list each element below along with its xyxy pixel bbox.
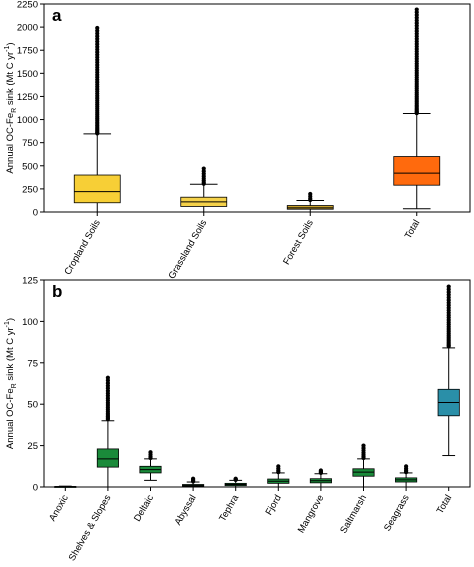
box-total: Total: [393, 7, 441, 241]
x-category-label: Cropland Soils: [62, 218, 103, 277]
iqr-box: [393, 156, 441, 186]
plot-frame: [43, 279, 471, 488]
x-category-label: Deltaic: [132, 493, 156, 524]
x-category-label: Tephra: [217, 492, 241, 523]
plot-frame: [43, 3, 471, 213]
x-category-label: Anoxic: [47, 493, 71, 523]
outlier-point: [148, 450, 153, 455]
outlier-point: [105, 375, 110, 380]
box-shelves-slopes: Shelves & Slopes: [67, 375, 119, 563]
y-axis-title: Annual OC-FeR sink (Mt C yr-1): [4, 318, 18, 449]
x-category-label: Fjord: [264, 493, 284, 517]
outlier-point: [308, 191, 313, 197]
y-tick-label: 250: [22, 184, 38, 195]
box-cropland-soils: Cropland Soils: [62, 25, 121, 277]
box-anoxic: Anoxic: [47, 485, 77, 523]
outlier-point: [233, 476, 238, 481]
y-tick-label: 50: [27, 400, 38, 411]
box-seagrass: Seagrass: [382, 464, 418, 533]
y-tick-label: 1250: [17, 92, 38, 103]
iqr-box: [73, 174, 121, 204]
y-tick-label: 125: [22, 276, 38, 287]
x-category-label: Total: [403, 218, 423, 241]
x-category-label: Mangrove: [296, 493, 327, 535]
outlier-point: [276, 464, 281, 469]
box-fjord: Fjord: [264, 464, 290, 517]
panel-a: a 0 250 500 750 1000 1250 1500 1750 2000 2250 Annua…: [4, 0, 471, 281]
x-category-label: Shelves & Slopes: [67, 493, 114, 563]
box-grassland-soils: Grassland Soils: [167, 166, 228, 281]
x-category-label: Total: [435, 493, 455, 516]
outlier-point: [361, 443, 366, 448]
y-tick-label: 25: [27, 441, 38, 452]
box-total: Total: [435, 284, 460, 516]
y-tick-label: 100: [22, 317, 38, 328]
y-tick-label: 1000: [17, 115, 38, 126]
outlier-point: [404, 464, 409, 469]
outlier-point: [201, 166, 206, 171]
y-tick-label: 2000: [17, 23, 38, 34]
outlier-point: [95, 25, 100, 31]
box-mangrove: Mangrove: [296, 468, 332, 535]
x-category-label: Forest Soils: [281, 218, 316, 267]
y-tick-label: 0: [33, 208, 38, 219]
panel-label: a: [52, 6, 62, 25]
x-category-label: Seagrass: [382, 493, 412, 533]
x-category-label: Abyssal: [173, 493, 199, 527]
y-tick-label: 1500: [17, 69, 38, 80]
box-tephra: Tephra: [217, 476, 247, 524]
y-tick-label: 2250: [17, 0, 38, 11]
x-category-label: Grassland Soils: [167, 218, 210, 281]
x-category-label: Saltmarsh: [338, 493, 369, 536]
y-tick-label: 750: [22, 138, 38, 149]
outlier-point: [318, 468, 323, 473]
outlier-point: [191, 476, 196, 481]
y-tick-label: 1750: [17, 46, 38, 57]
panel-b: b 0 25 50 75 100 125 Annual OC-FeR sink (Mt C y…: [4, 276, 471, 563]
outlier-point: [446, 284, 451, 289]
panel-label: b: [52, 282, 62, 301]
y-tick-label: 75: [27, 358, 38, 369]
outlier-point: [414, 7, 419, 12]
y-axis-title: Annual OC-FeR sink (Mt C yr-1): [4, 42, 18, 173]
box-abyssal: Abyssal: [173, 476, 205, 527]
box-saltmarsh: Saltmarsh: [338, 443, 375, 536]
y-tick-label: 0: [33, 483, 38, 494]
box-forest-soils: Forest Soils: [281, 191, 334, 267]
iqr-box: [96, 448, 119, 468]
y-tick-label: 500: [22, 161, 38, 172]
